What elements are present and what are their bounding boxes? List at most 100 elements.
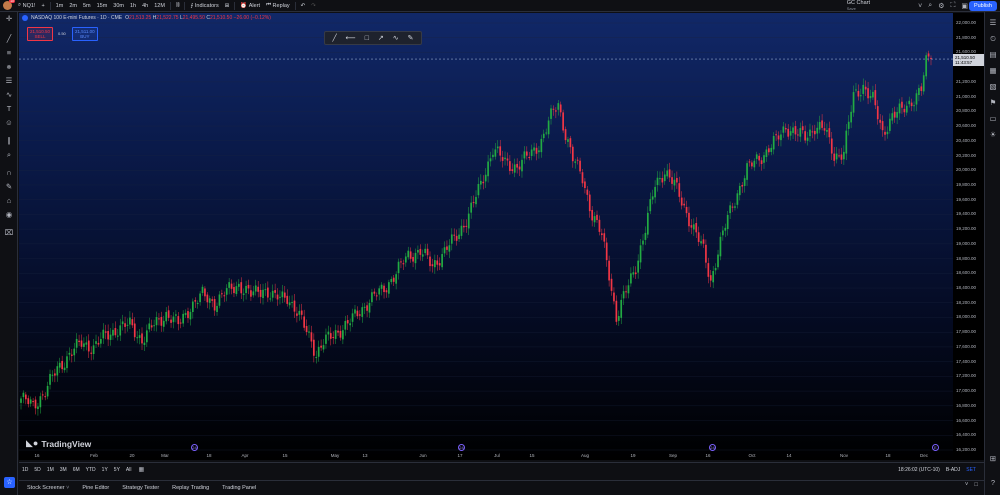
range-1d[interactable]: 1D — [22, 466, 29, 473]
time-axis[interactable]: 16 Feb 20 Mar 18 Apr 15 May 13 Jun 17 Jul 15 Aug 19 Sep… — [19, 452, 953, 462]
emoji-icon[interactable]: ☺ — [5, 118, 13, 127]
candle-body — [262, 289, 264, 299]
candle-body — [216, 305, 218, 312]
watchlist-icon[interactable]: ☰ — [989, 18, 997, 27]
low-label: L — [179, 15, 183, 21]
maximize-icon[interactable]: □ — [974, 482, 978, 488]
panel-tab-pine-editor[interactable]: Pine Editor — [82, 485, 110, 491]
pencil-lock-icon[interactable]: ✎ — [5, 182, 13, 191]
panel-tab-replay-trading[interactable]: Replay Trading — [172, 485, 210, 491]
text-icon[interactable]: T — [6, 104, 12, 113]
publish-button[interactable]: Publish — [968, 1, 997, 11]
chart-pane[interactable]: NASDAQ 100 E-mini Futures · 1D · CME O21… — [19, 13, 953, 460]
spread-value: 0.50 — [58, 31, 66, 36]
zigzag-tool-icon[interactable]: ∿ — [392, 35, 399, 42]
fib-icon[interactable]: ⨳ — [6, 62, 12, 71]
path-tool-icon[interactable]: ↗ — [377, 35, 384, 42]
help-icon[interactable]: ? — [990, 478, 996, 487]
range-ytd[interactable]: YTD — [85, 466, 96, 473]
chevron-down-icon[interactable]: ˅ — [918, 2, 923, 10]
magnet-icon[interactable]: ∩ — [6, 168, 12, 177]
candle-body — [196, 303, 199, 305]
bar-style-button[interactable]: ⫾⫾ — [173, 0, 183, 12]
indicators-button[interactable]: ⨍ Indicators — [187, 0, 221, 12]
settlement-toggle[interactable]: SET — [966, 466, 976, 473]
chat-icon[interactable]: ▭ — [989, 114, 997, 123]
trash-icon[interactable]: ⌧ — [4, 228, 14, 237]
candle-body — [310, 332, 313, 342]
adjust-toggle[interactable]: B-ADJ — [945, 466, 961, 473]
forecast-icon[interactable]: ∿ — [5, 90, 13, 99]
user-avatar[interactable]: 10 — [3, 0, 15, 10]
buy-button[interactable]: 21,511.00 BUY — [72, 27, 98, 41]
fullscreen-icon[interactable]: ⛶ — [950, 2, 956, 9]
compare-symbol-button[interactable]: + — [38, 0, 47, 12]
settings-icon[interactable]: ⚙ — [938, 3, 945, 10]
lock-icon[interactable]: ⌂ — [6, 196, 12, 205]
event-marker[interactable]: 24 — [709, 444, 716, 451]
range-3m[interactable]: 3M — [59, 466, 67, 473]
interval-12M[interactable]: 12M — [154, 2, 165, 9]
panel-tab-strategy-tester[interactable]: Strategy Tester — [122, 485, 160, 491]
range-1y[interactable]: 1Y — [101, 466, 108, 473]
sell-button[interactable]: 21,510.50 SELL — [27, 27, 54, 41]
event-marker[interactable]: 24 — [458, 444, 465, 451]
price-tick: 19,600.00 — [956, 196, 977, 202]
layout-name[interactable]: GC Chart Save — [847, 0, 870, 12]
calendar-icon[interactable]: ▦ — [138, 467, 145, 473]
interval-1h[interactable]: 1h — [130, 2, 137, 9]
candle-body — [54, 373, 56, 376]
ray-tool-icon[interactable]: ⟵ — [345, 35, 356, 42]
eye-icon[interactable]: ◉ — [5, 210, 13, 219]
candle-body — [663, 174, 666, 182]
candle-body — [29, 399, 32, 404]
redo-button[interactable]: ↷ — [308, 0, 319, 12]
camera-icon[interactable]: ▣ — [961, 3, 968, 10]
candle-body — [274, 290, 276, 293]
interval-15m[interactable]: 15m — [96, 2, 108, 9]
price-tick: 16,200.00 — [956, 447, 977, 452]
alerts-clock-icon[interactable]: ⏲ — [990, 34, 996, 43]
interval-30m[interactable]: 30m — [113, 2, 124, 9]
templates-button[interactable]: ⊞ — [222, 0, 233, 12]
interval-4h[interactable]: 4h — [142, 2, 149, 9]
price-axis[interactable]: 21,510.50 11:43:57 22,000.00 21,800.00 21,… — [953, 13, 984, 460]
crosshair-icon[interactable]: ✛ — [5, 14, 13, 23]
earnings-marker[interactable]: E — [932, 444, 939, 451]
interval-5m[interactable]: 5m — [82, 2, 91, 9]
pattern-icon[interactable]: ☰ — [5, 76, 13, 85]
range-6m[interactable]: 6M — [72, 466, 80, 473]
calendar-icon[interactable]: ▧ — [989, 82, 997, 91]
brush-tool-icon[interactable]: ✎ — [407, 35, 414, 42]
panel-tab-stock-screener[interactable]: Stock Screener — [27, 485, 69, 491]
ideas-icon[interactable]: ⚑ — [989, 98, 997, 107]
undo-button[interactable]: ↶ — [298, 0, 309, 12]
range-5y[interactable]: 5Y — [113, 466, 120, 473]
range-all[interactable]: All — [125, 466, 132, 473]
trend-line-icon[interactable]: ╱ — [6, 34, 12, 43]
star-icon[interactable]: ☆ — [4, 477, 15, 488]
horizontal-lines-icon[interactable]: ≡ — [6, 48, 12, 57]
event-marker[interactable]: 24 — [191, 444, 198, 451]
ruler-icon[interactable]: ∥ — [7, 136, 11, 145]
clock[interactable]: 18:26:02 (UTC-10) — [898, 466, 940, 473]
chevron-down-icon[interactable]: ˅ — [964, 482, 969, 488]
line-tool-icon[interactable]: ╱ — [332, 35, 337, 42]
zoom-icon[interactable]: ⌕ — [6, 150, 12, 159]
news-icon[interactable]: ▦ — [989, 66, 997, 75]
interval-1m[interactable]: 1m — [55, 2, 64, 9]
candle-body — [828, 128, 831, 138]
interval-2m[interactable]: 2m — [69, 2, 77, 9]
apps-icon[interactable]: ⊞ — [989, 454, 997, 463]
replay-button[interactable]: ⏮ Replay — [263, 0, 293, 12]
range-1m[interactable]: 1M — [46, 466, 54, 473]
panel-tab-trading-panel[interactable]: Trading Panel — [222, 485, 257, 491]
search-icon[interactable]: ⌕ — [928, 2, 933, 9]
rectangle-tool-icon[interactable]: □ — [364, 34, 369, 42]
notifications-icon[interactable]: ☀ — [989, 130, 997, 139]
alert-button[interactable]: ⏰ Alert — [237, 0, 263, 12]
price-tick: 21,600.00 — [956, 49, 977, 55]
range-5d[interactable]: 5D — [34, 466, 41, 473]
symbol-search[interactable]: ⌕ NQ1! — [15, 0, 38, 12]
data-window-icon[interactable]: ▤ — [989, 50, 997, 59]
